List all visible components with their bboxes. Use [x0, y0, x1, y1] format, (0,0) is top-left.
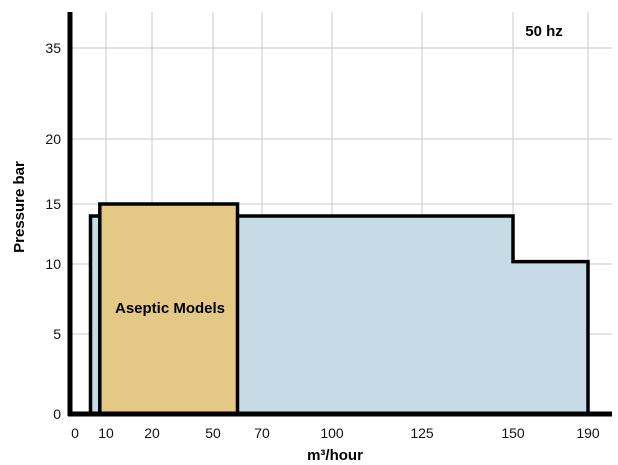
- x-tick-label-100: 100: [320, 425, 344, 441]
- performance-regions: [88, 202, 590, 416]
- y-tick-label-35: 35: [45, 40, 61, 56]
- y-tick-label-15: 15: [45, 196, 61, 212]
- y-tick-label-5: 5: [53, 326, 61, 342]
- tick-labels: 0 10 20 50 70 100 125 150 190 0 5 10 15 20 35: [45, 40, 599, 441]
- y-tick-label-10: 10: [45, 256, 61, 272]
- y-axis-title: Pressure bar: [11, 161, 28, 253]
- x-axis-title: m³/hour: [307, 447, 363, 464]
- y-tick-label-20: 20: [45, 131, 61, 147]
- x-tick-label-70: 70: [254, 425, 270, 441]
- x-tick-label-50: 50: [205, 425, 221, 441]
- frequency-label: 50 hz: [525, 23, 563, 40]
- x-tick-label-0: 0: [71, 425, 79, 441]
- x-tick-label-10: 10: [98, 425, 114, 441]
- x-tick-label-190: 190: [576, 425, 600, 441]
- axes: [67, 12, 612, 417]
- aseptic-models-label: Aseptic Models: [115, 300, 225, 317]
- x-tick-label-150: 150: [501, 425, 525, 441]
- x-tick-label-125: 125: [410, 425, 434, 441]
- x-tick-label-20: 20: [144, 425, 160, 441]
- y-tick-label-0: 0: [53, 406, 61, 422]
